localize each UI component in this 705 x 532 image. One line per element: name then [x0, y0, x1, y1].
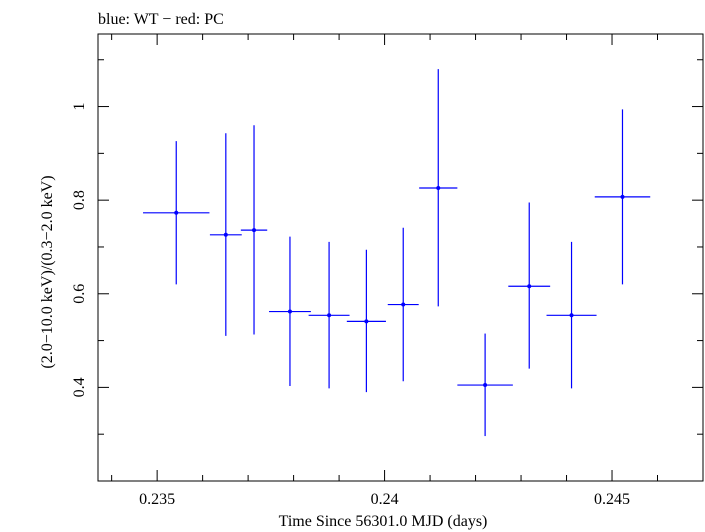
axis-tick-labels: 0.235 0.24 0.245 0.4 0.6 0.8 1: [71, 103, 630, 508]
point-marker: [483, 383, 488, 388]
x-tick-label: 0.245: [594, 491, 630, 508]
data-point: [387, 227, 419, 382]
point-marker: [364, 319, 369, 324]
y-axis-label: (2.0−10.0 keV)/(0.3−2.0 keV): [39, 175, 56, 368]
data-point: [269, 236, 311, 386]
data-point: [508, 202, 551, 369]
data-point: [240, 125, 268, 335]
y-tick-label: 0.4: [71, 377, 88, 397]
point-marker: [569, 313, 574, 318]
data-points: [143, 69, 651, 437]
data-point: [594, 109, 651, 285]
x-axis-label: Time Since 56301.0 MJD (days): [279, 513, 488, 530]
data-point: [308, 241, 350, 389]
chart-title: blue: WT − red: PC: [98, 11, 224, 28]
y-tick-label: 0.8: [71, 190, 88, 210]
data-point: [209, 133, 242, 336]
plot-frame: [97, 33, 704, 482]
point-marker: [527, 284, 532, 289]
axis-ticks: [98, 34, 703, 481]
y-tick-label: 1: [71, 103, 88, 111]
data-point: [546, 241, 597, 389]
point-marker: [223, 232, 228, 237]
data-point: [419, 69, 458, 307]
x-tick-label: 0.24: [371, 491, 399, 508]
x-tick-label: 0.235: [139, 491, 175, 508]
point-marker: [327, 313, 332, 318]
point-marker: [287, 309, 292, 314]
point-marker: [174, 210, 179, 215]
point-marker: [401, 302, 406, 307]
point-marker: [436, 185, 441, 190]
y-tick-label: 0.6: [71, 284, 88, 304]
point-marker: [620, 194, 625, 199]
data-point: [346, 249, 386, 393]
point-marker: [252, 228, 257, 233]
data-point: [143, 141, 210, 285]
data-point: [457, 333, 513, 437]
